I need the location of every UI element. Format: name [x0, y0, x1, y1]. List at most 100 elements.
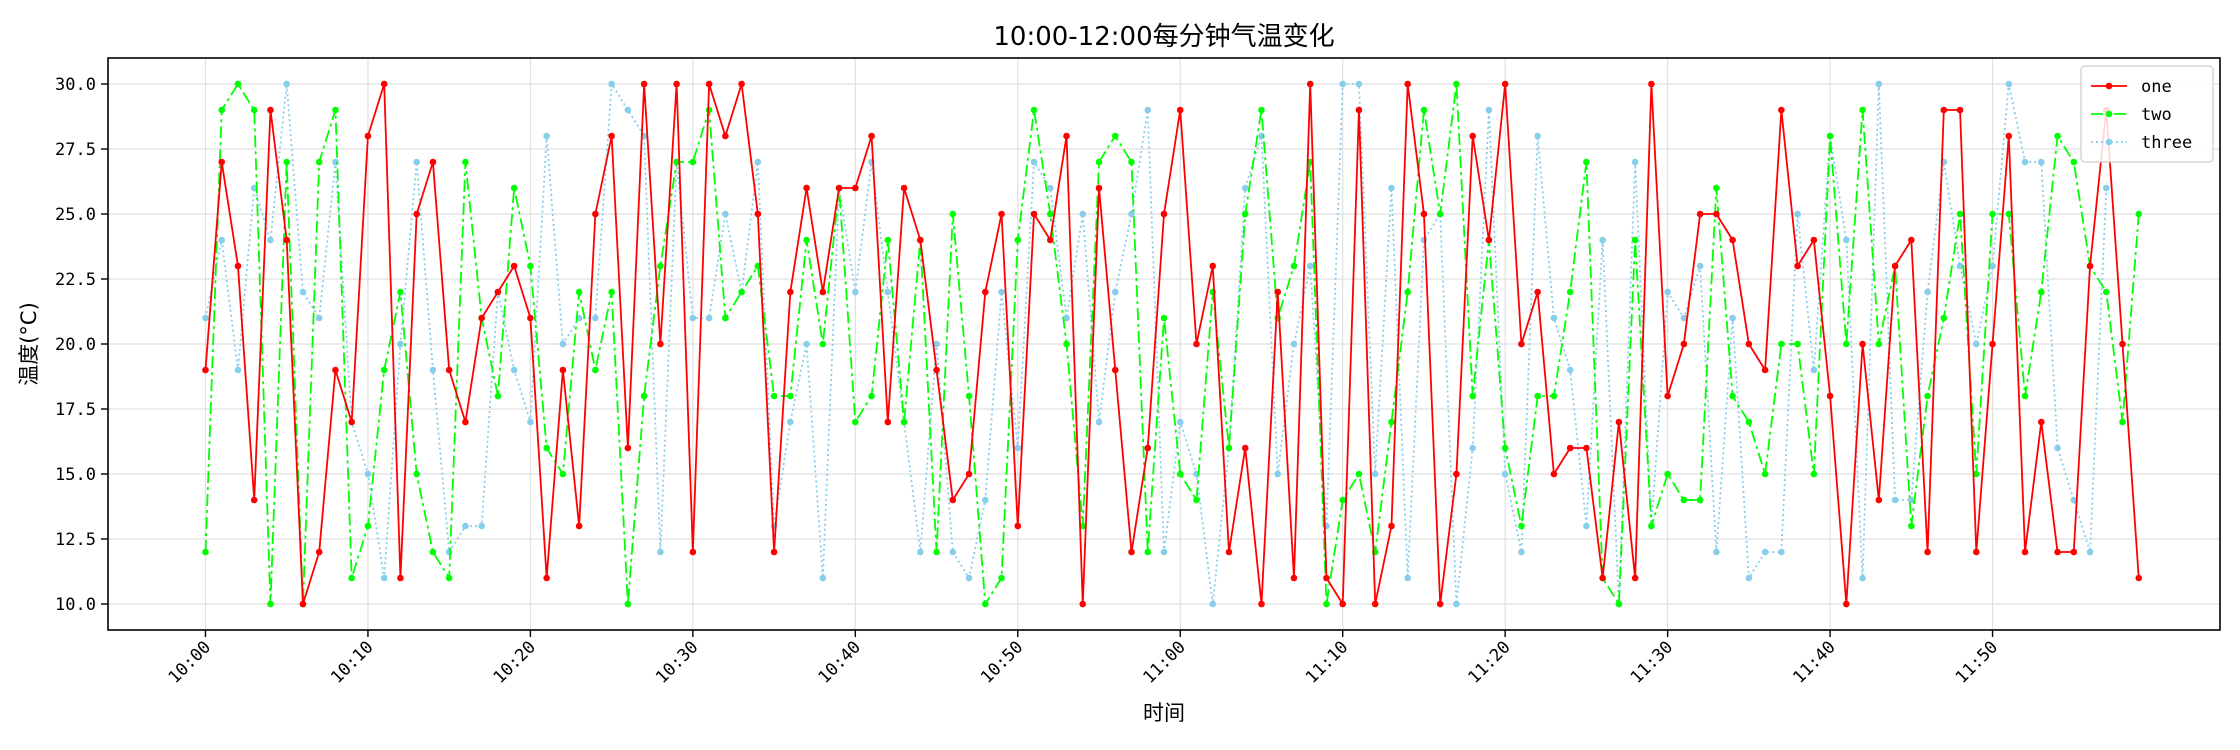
series-one-point — [1339, 600, 1347, 608]
series-three-point — [592, 314, 599, 322]
series-one-point — [900, 184, 908, 192]
series-three-point — [1713, 548, 1720, 556]
series-two-point — [2135, 210, 2143, 218]
series-three-point — [1176, 418, 1184, 426]
legend-item-one: one — [2091, 77, 2172, 97]
series-three-point — [1761, 548, 1769, 556]
series-two-point — [787, 392, 794, 400]
series-one-point — [1371, 600, 1379, 608]
series-one-point — [1680, 340, 1688, 348]
series-three-point — [2021, 158, 2029, 166]
series-one-point — [689, 548, 697, 556]
series-three-point — [283, 80, 291, 88]
series-one-point — [2054, 548, 2061, 556]
series-three-point — [689, 314, 697, 322]
series-two-point — [332, 106, 339, 114]
series-one-point — [1843, 600, 1850, 608]
series-one-point — [1079, 600, 1087, 608]
series-one-point — [1420, 210, 1428, 218]
series-three-point — [933, 340, 940, 348]
series-one-point — [380, 80, 388, 88]
series-three-point — [949, 548, 957, 556]
series-three-point — [1290, 340, 1298, 348]
series-two-point — [1778, 340, 1785, 348]
series-two-point — [1144, 548, 1152, 556]
series-three-point — [1583, 522, 1590, 530]
series-one-point — [1664, 392, 1671, 400]
legend: one two three — [2080, 65, 2214, 163]
series-three-point — [2070, 496, 2078, 504]
y-tick-label: 30.0 — [55, 75, 96, 95]
series-two-point — [1339, 496, 1347, 504]
series-three-point — [1729, 314, 1736, 322]
x-tick-label: 10:10 — [327, 637, 377, 687]
series-three-point — [1485, 106, 1493, 114]
x-tick-label: 11:50 — [1952, 637, 2002, 687]
x-tick-label: 10:30 — [652, 637, 702, 687]
series-one-point — [397, 574, 404, 582]
series-two-point — [640, 392, 648, 400]
series-one-point — [673, 80, 680, 88]
series-one-point — [1290, 574, 1298, 582]
series-two-point — [364, 522, 372, 530]
series-one-point — [202, 366, 209, 374]
series-two-point — [1696, 496, 1704, 504]
series-one-point — [1940, 106, 1948, 114]
series-three-point — [1534, 132, 1541, 140]
series-one-point — [267, 106, 274, 114]
series-two-point — [1128, 158, 1135, 166]
series-three-point — [1079, 210, 1087, 218]
series-two-point — [1534, 392, 1541, 400]
series-two-point — [218, 106, 226, 114]
series-two-point — [1826, 132, 1834, 140]
series-three-point — [527, 418, 534, 426]
series-one-point — [981, 288, 989, 296]
series-one-point — [1030, 210, 1038, 218]
series-one-point — [1729, 236, 1736, 244]
series-layer — [202, 80, 2143, 608]
series-one-point — [705, 80, 713, 88]
series-three-point — [998, 288, 1005, 296]
y-axis: 10.0 12.5 15.0 17.5 20.0 22.5 25.0 27.5 30.0 — [55, 75, 108, 615]
series-one-point — [1648, 80, 1655, 88]
series-one-point — [1063, 132, 1070, 140]
series-one-point — [949, 496, 957, 504]
series-two-point — [2070, 158, 2078, 166]
series-three-point — [380, 574, 388, 582]
series-one-point — [250, 496, 258, 504]
x-axis-label: 时间 — [1143, 701, 1185, 725]
series-two-point — [2054, 132, 2061, 140]
series-one-point — [1469, 132, 1476, 140]
series-two-point — [1176, 470, 1184, 478]
series-one-point — [218, 158, 226, 166]
series-three-point — [1859, 574, 1866, 582]
series-two-point — [1583, 158, 1590, 166]
x-axis: 10:00 10:10 10:20 10:30 10:40 10:50 11:00 11:10… — [165, 630, 2002, 688]
series-three-point — [1469, 444, 1476, 452]
series-one-point — [1713, 210, 1720, 218]
series-three-point — [1371, 470, 1379, 478]
series-one-point — [543, 574, 550, 582]
series-three-point — [722, 210, 729, 218]
series-two-point — [1046, 210, 1054, 218]
series-three-point — [559, 340, 567, 348]
series-three-point — [819, 574, 827, 582]
series-two-point — [1518, 522, 1525, 530]
series-three-point — [1550, 314, 1558, 322]
series-three-point — [1810, 366, 1818, 374]
series-two-point — [2021, 392, 2029, 400]
series-one-point — [1810, 236, 1818, 244]
series-two-point — [1111, 132, 1119, 140]
series-three-point — [1956, 262, 1964, 270]
series-two-point — [673, 158, 680, 166]
series-two-point — [657, 262, 664, 270]
series-one-point — [657, 340, 664, 348]
series-one-point — [1095, 184, 1103, 192]
series-two-point — [413, 470, 420, 478]
series-one-point — [445, 366, 453, 374]
series-two-point — [575, 288, 583, 296]
series-two-point — [462, 158, 469, 166]
series-two-point — [202, 548, 209, 556]
series-three-point — [1014, 444, 1022, 452]
series-three-point — [1924, 288, 1931, 296]
